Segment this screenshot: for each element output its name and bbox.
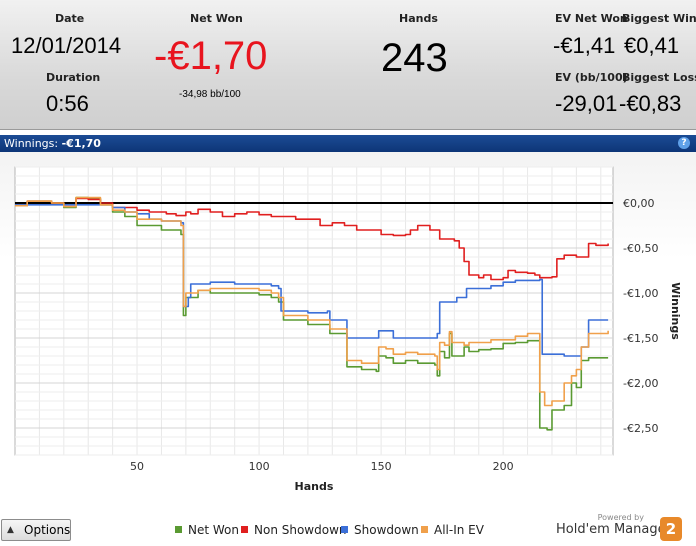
ev-bb100-label: EV (bb/100) — [555, 71, 628, 84]
legend-item[interactable]: Non Showdown — [241, 523, 347, 537]
session-summary-header: Date 12/01/2014 Duration 0:56 Net Won -€… — [0, 0, 696, 130]
biggest-loss-label: Biggest Loss — [622, 71, 696, 84]
legend-item[interactable]: Showdown — [341, 523, 419, 537]
hands-value: 243 — [381, 36, 448, 80]
winnings-title-value: -€1,70 — [61, 137, 101, 150]
y-tick-label: -€2,50 — [623, 422, 658, 435]
series-line-all-in-ev — [15, 196, 609, 407]
legend-swatch — [175, 526, 182, 533]
x-tick-label: 200 — [493, 460, 514, 473]
x-tick-label: 150 — [371, 460, 392, 473]
net-won-value: -€1,70 — [154, 34, 268, 78]
winnings-title-label: Winnings: — [4, 137, 59, 150]
series-line-showdown — [15, 204, 609, 357]
legend-item[interactable]: All-In EV — [421, 523, 484, 537]
biggest-loss-value: -€0,83 — [619, 91, 682, 116]
hands-label: Hands — [399, 12, 438, 25]
winnings-chart-area: €0,00 -€0,50 -€1,00 -€1,50 -€2,00 -€2,50 50 100… — [0, 152, 696, 509]
y-axis-label: Winnings — [669, 282, 682, 340]
help-icon[interactable]: ? — [678, 137, 690, 149]
duration-label: Duration — [46, 71, 101, 84]
net-won-label: Net Won — [190, 12, 243, 25]
legend-label: All-In EV — [434, 523, 484, 537]
date-label: Date — [55, 12, 85, 25]
x-tick-label: 50 — [130, 460, 144, 473]
y-tick-label: -€0,50 — [623, 242, 658, 255]
legend-swatch — [421, 526, 428, 533]
biggest-win-value: €0,41 — [624, 33, 680, 58]
y-tick-label: -€1,50 — [623, 332, 658, 345]
series-line-non-showdown — [15, 197, 609, 281]
x-axis-label: Hands — [295, 480, 334, 493]
x-tick-label: 100 — [249, 460, 270, 473]
brand-name: Hold'em Manager — [556, 522, 671, 537]
date-value: 12/01/2014 — [11, 33, 122, 58]
powered-by-text: Powered by — [597, 513, 644, 522]
y-tick-label: -€2,00 — [623, 377, 658, 390]
legend-label: Non Showdown — [254, 523, 347, 537]
winnings-titlebar: Winnings: -€1,70 ? — [0, 135, 696, 152]
triangle-up-icon: ▲ — [7, 525, 14, 535]
ev-net-won-label: EV Net Won — [555, 12, 628, 25]
options-button-label: Options — [24, 523, 71, 537]
legend-swatch — [341, 526, 348, 533]
legend-item[interactable]: Net Won — [175, 523, 239, 537]
hm2-logo-icon: 2 — [660, 517, 682, 541]
y-tick-label: -€1,00 — [623, 287, 658, 300]
bb100-value: -34,98 bb/100 — [179, 89, 241, 100]
biggest-win-label: Biggest Win — [622, 12, 696, 25]
ev-bb100-value: -29,01 — [555, 91, 618, 116]
chart-footer: ▲ Options Net Won Non Showdown Showdown All… — [0, 509, 696, 546]
duration-value: 0:56 — [46, 91, 89, 116]
legend-label: Showdown — [354, 523, 419, 537]
winnings-title: Winnings: -€1,70 — [4, 137, 101, 150]
legend-label: Net Won — [188, 523, 239, 537]
winnings-chart: €0,00 -€0,50 -€1,00 -€1,50 -€2,00 -€2,50 50 100… — [14, 166, 682, 493]
ev-net-won-value: -€1,41 — [553, 33, 616, 58]
options-button[interactable]: ▲ Options — [1, 519, 71, 541]
legend-swatch — [241, 526, 248, 533]
y-tick-label: €0,00 — [623, 197, 655, 210]
